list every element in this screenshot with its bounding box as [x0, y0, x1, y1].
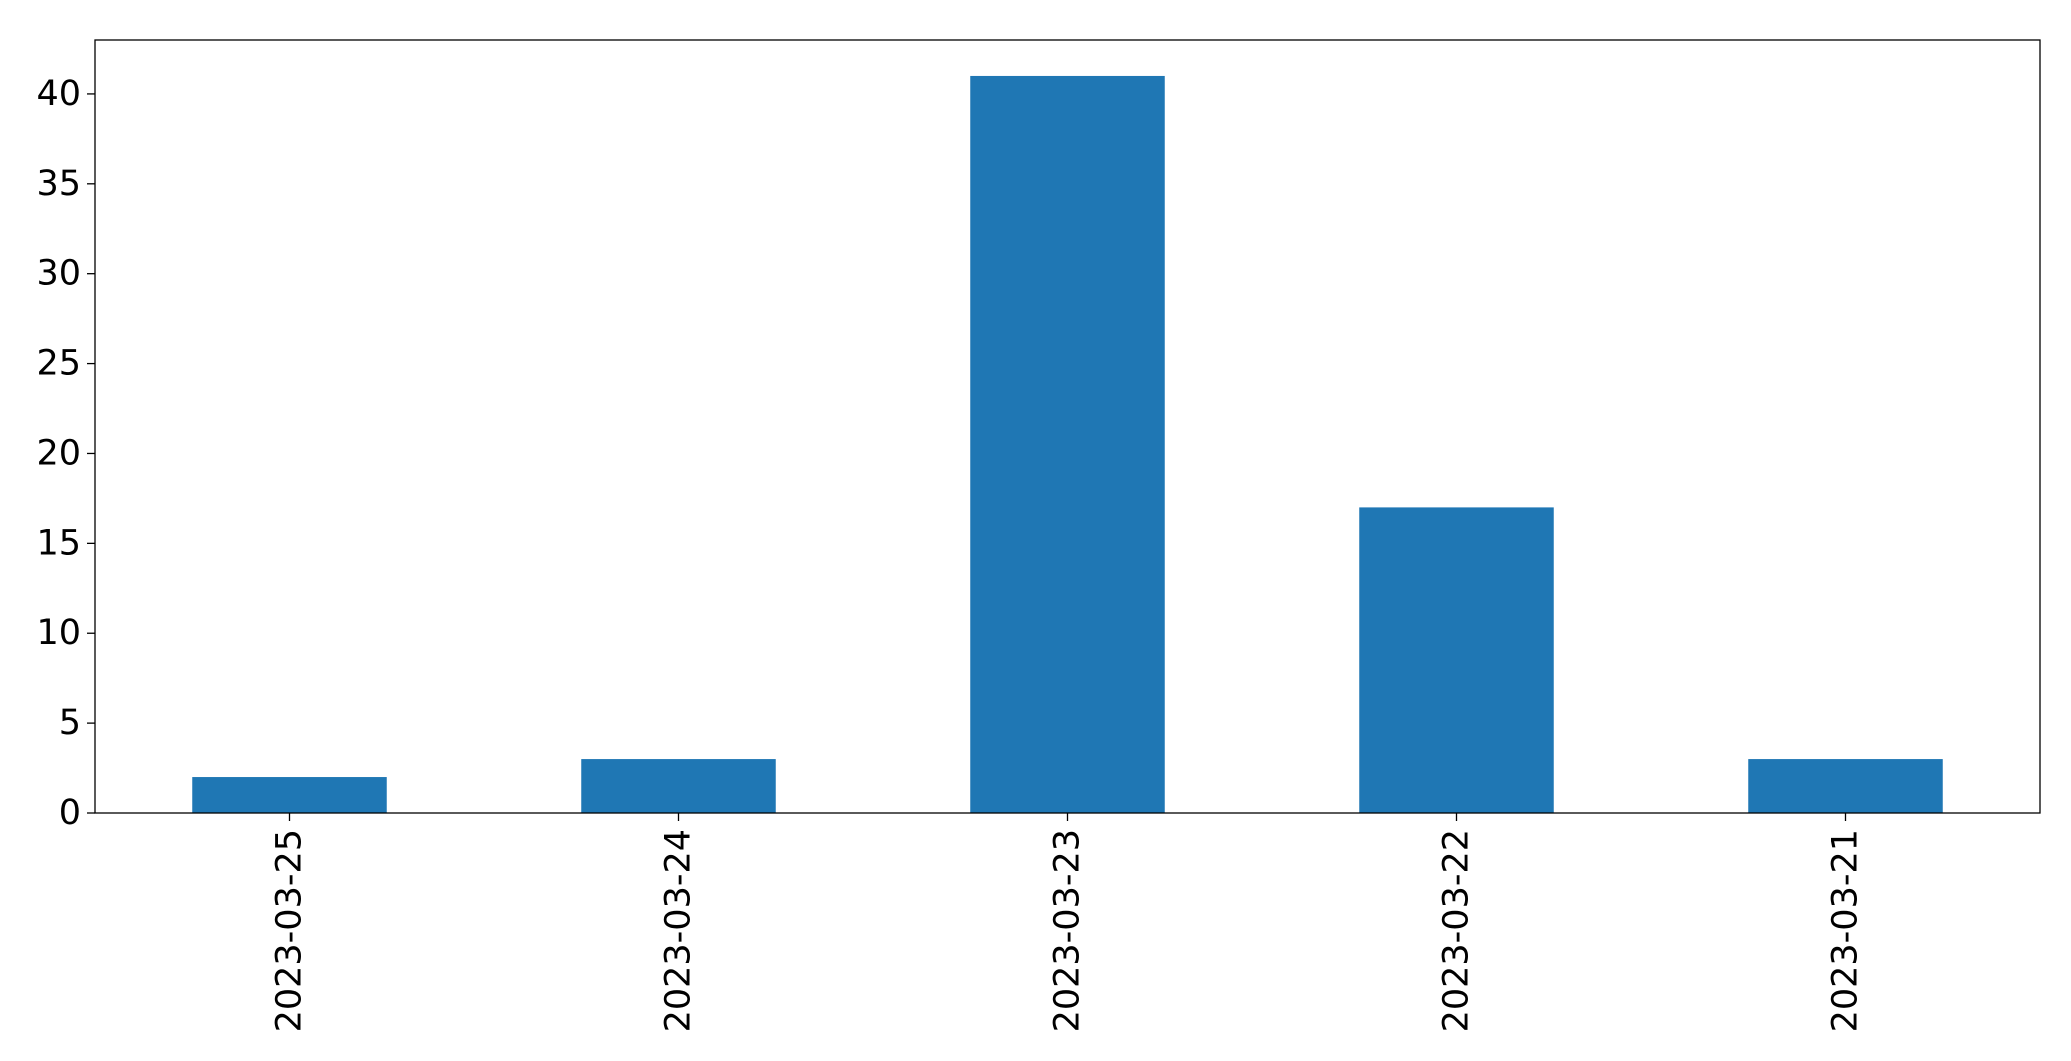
y-tick-label: 30 [36, 254, 81, 294]
bars-layer [192, 75, 1943, 813]
bar-2023-03-21 [1748, 759, 1943, 813]
x-tick-label: 2023-03-24 [659, 829, 699, 1032]
axes-layer: 2023-03-25 2023-03-24 2023-03-23 2023-03-22… [36, 74, 1865, 1032]
y-tick-label: 25 [36, 344, 81, 384]
bar-2023-03-25 [192, 777, 387, 813]
x-tick-label: 2023-03-25 [270, 829, 310, 1032]
y-tick-label: 0 [59, 793, 81, 833]
y-tick-label: 15 [36, 523, 81, 563]
x-tick-label: 2023-03-22 [1437, 829, 1477, 1032]
y-tick-label: 20 [36, 433, 81, 473]
y-tick-label: 35 [36, 164, 81, 204]
x-tick-label: 2023-03-21 [1826, 829, 1866, 1032]
bar-2023-03-22 [1359, 507, 1554, 813]
bar-2023-03-24 [581, 759, 776, 813]
y-tick-label: 5 [59, 703, 81, 743]
plot-frame [94, 39, 2041, 814]
y-tick-label: 10 [36, 613, 81, 653]
x-tick-label: 2023-03-23 [1048, 829, 1088, 1032]
y-tick-label: 40 [36, 74, 81, 114]
bar-2023-03-23 [970, 75, 1165, 813]
